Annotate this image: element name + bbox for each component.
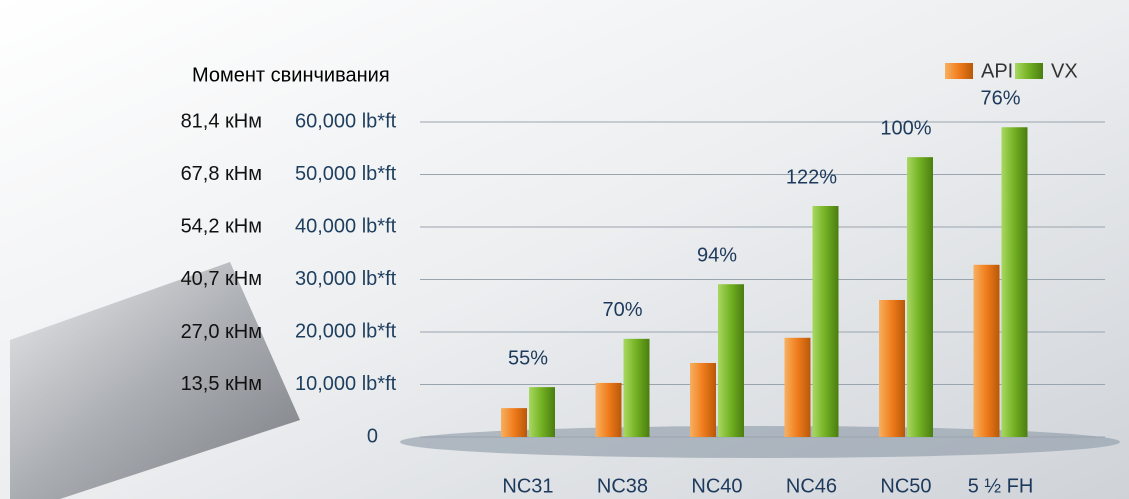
x-tick-label: NC50 <box>880 475 931 497</box>
x-tick-label: NC38 <box>597 475 648 497</box>
y-tick-label: 20,000 lb*ft <box>295 320 397 342</box>
y2-tick-label: 67,8 кНм <box>181 163 262 185</box>
bar <box>813 206 839 437</box>
y2-tick-label: 54,2 кНм <box>181 216 262 238</box>
bar <box>596 383 622 437</box>
bar <box>785 338 811 437</box>
y-tick-label: 30,000 lb*ft <box>295 268 397 290</box>
increase-label: 122% <box>786 166 837 188</box>
x-tick-label: 5 ½ FH <box>968 475 1034 497</box>
y2-tick-label: 13,5 кНм <box>181 373 262 395</box>
y-tick-label: 40,000 lb*ft <box>295 215 397 237</box>
bar <box>974 265 1000 437</box>
bar <box>690 363 716 437</box>
bar <box>624 339 650 437</box>
y2-tick-label: 40,7 кНм <box>181 268 262 290</box>
bar <box>718 284 744 437</box>
increase-label: 76% <box>980 88 1020 110</box>
bar <box>501 408 527 437</box>
legend-label: VX <box>1051 60 1078 82</box>
bar <box>529 387 555 437</box>
increase-label: 94% <box>697 245 737 267</box>
increase-label: 70% <box>602 299 642 321</box>
increase-label: 55% <box>508 347 548 369</box>
y-tick-label: 50,000 lb*ft <box>295 163 397 185</box>
bar <box>907 157 933 437</box>
x-tick-label: NC31 <box>502 475 553 497</box>
increase-label: 100% <box>880 117 931 139</box>
bar <box>879 300 905 437</box>
x-tick-label: NC40 <box>691 475 742 497</box>
y-tick-label: 0 <box>367 425 378 447</box>
legend-swatch <box>945 63 973 79</box>
y-tick-label: 60,000 lb*ft <box>295 110 397 132</box>
bar <box>1002 127 1028 437</box>
legend-swatch <box>1015 63 1043 79</box>
y2-tick-label: 81,4 кНм <box>181 110 262 132</box>
axis-title: Момент свинчивания <box>192 64 390 86</box>
y2-tick-label: 27,0 кНм <box>181 321 262 343</box>
legend-label: API <box>981 60 1013 82</box>
chart: Момент свинчивания 0 10,000 lb*ft 20,000 l… <box>0 0 1129 499</box>
y-tick-label: 10,000 lb*ft <box>295 373 397 395</box>
x-tick-label: NC46 <box>786 475 837 497</box>
